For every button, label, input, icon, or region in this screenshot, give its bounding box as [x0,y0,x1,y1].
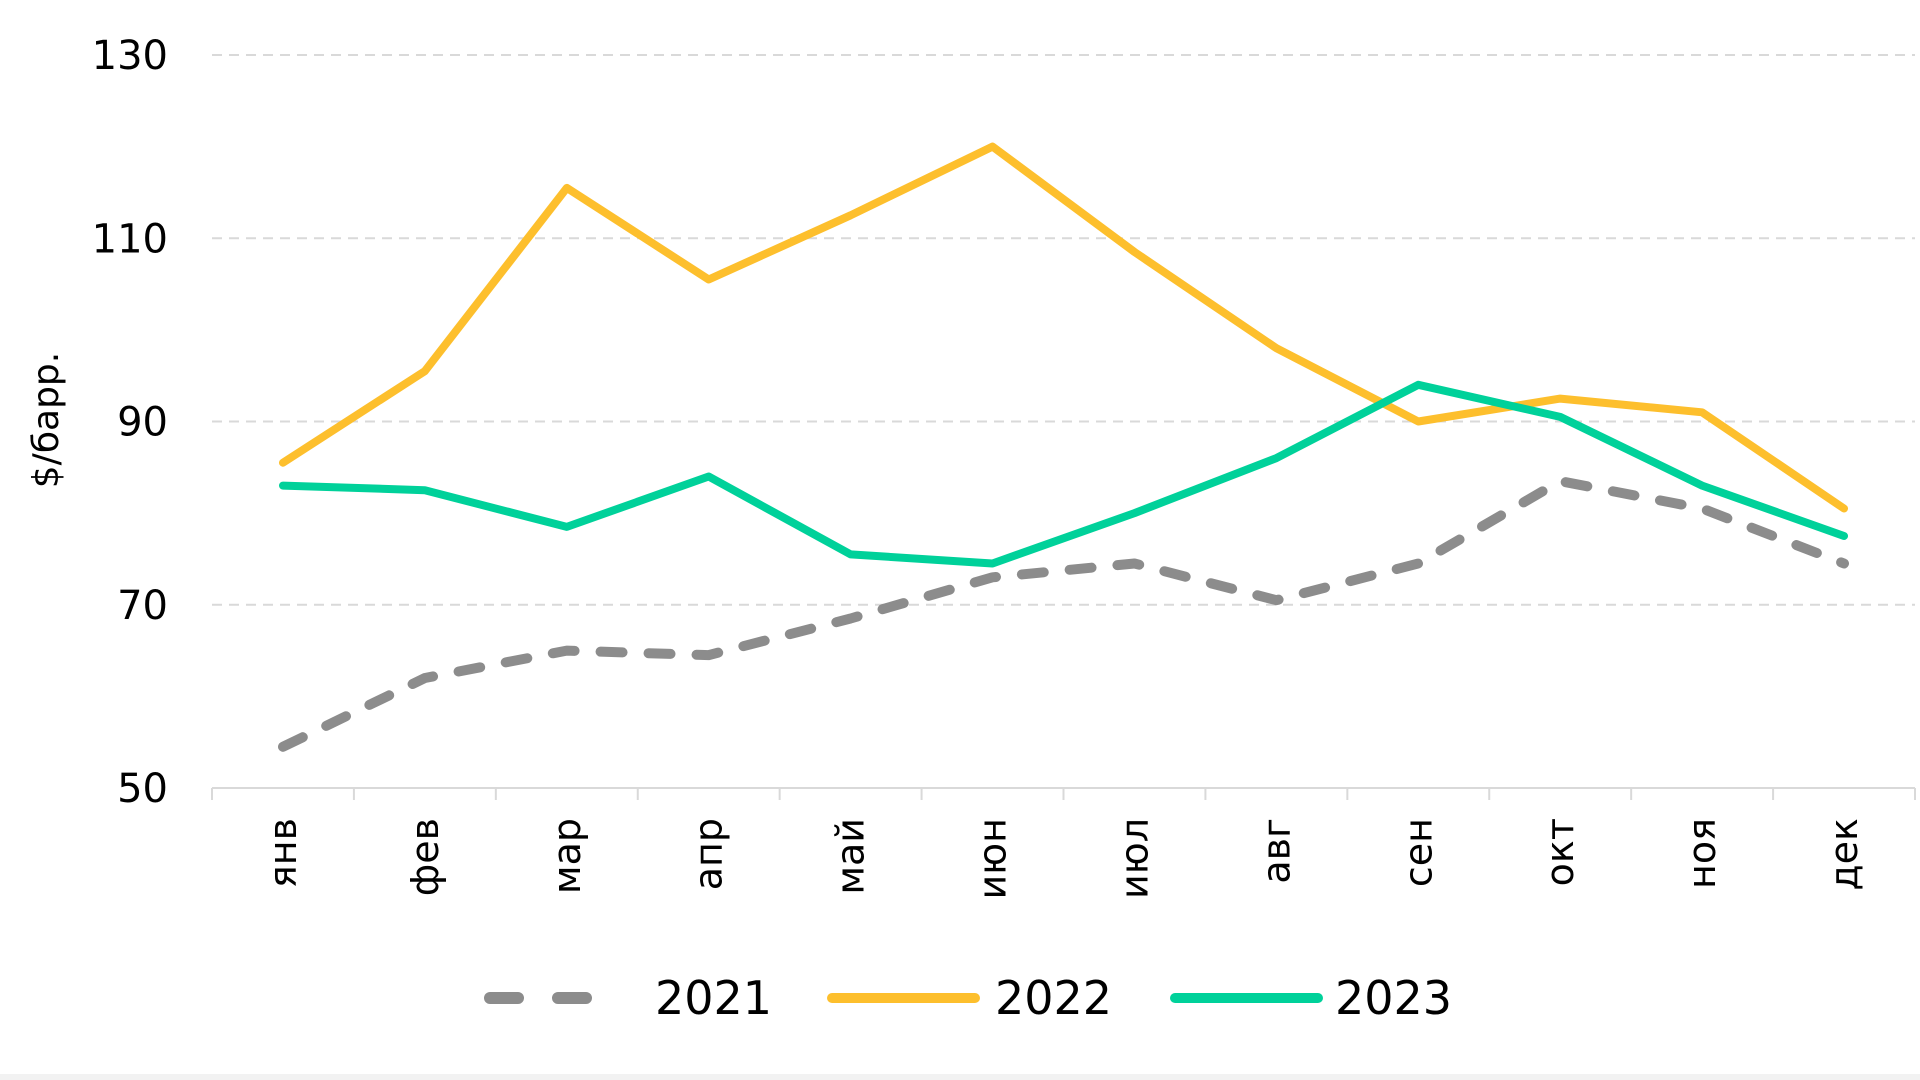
series-lines [278,142,1849,752]
x-tick-label: окт [1538,818,1582,886]
bottom-strip [0,1074,1920,1080]
legend-item-2021: 2021 [484,971,772,1025]
x-tick-label: дек [1822,818,1866,891]
y-tick-label: 130 [92,33,168,79]
series-line-2023 [279,380,1848,568]
x-tick-label: июл [1112,818,1156,899]
x-tick-label: сен [1396,818,1440,887]
legend-label: 2023 [1335,971,1452,1025]
x-tick-label: апр [687,818,731,890]
y-tick-label: 50 [117,766,168,812]
x-tick-label: янв [261,818,305,888]
x-tick-label: ноя [1680,818,1724,889]
legend-label: 2022 [995,971,1112,1025]
axes: 50 70 90 110 130 янв фев мар апр май июн июл авг сен о… [26,33,1916,900]
y-tick-label: 110 [92,216,168,262]
legend-label: 2021 [655,971,772,1025]
grid-lines [212,54,1915,606]
y-tick-label: 70 [117,583,168,629]
legend-item-2023: 2023 [1170,971,1452,1025]
legend-item-2022: 2022 [827,971,1112,1025]
legend: 2021 2022 2023 [484,971,1452,1025]
series-line-2021 [278,476,1849,752]
x-tick-label: май [829,818,873,895]
y-axis-title: $/барр. [26,352,67,488]
x-tick-label: авг [1254,818,1298,884]
x-tick-label: фев [403,818,447,896]
series-line-2022 [279,142,1848,513]
x-tick-label: мар [545,818,589,894]
x-tick-label: июн [971,818,1015,900]
y-tick-label: 90 [117,400,168,446]
